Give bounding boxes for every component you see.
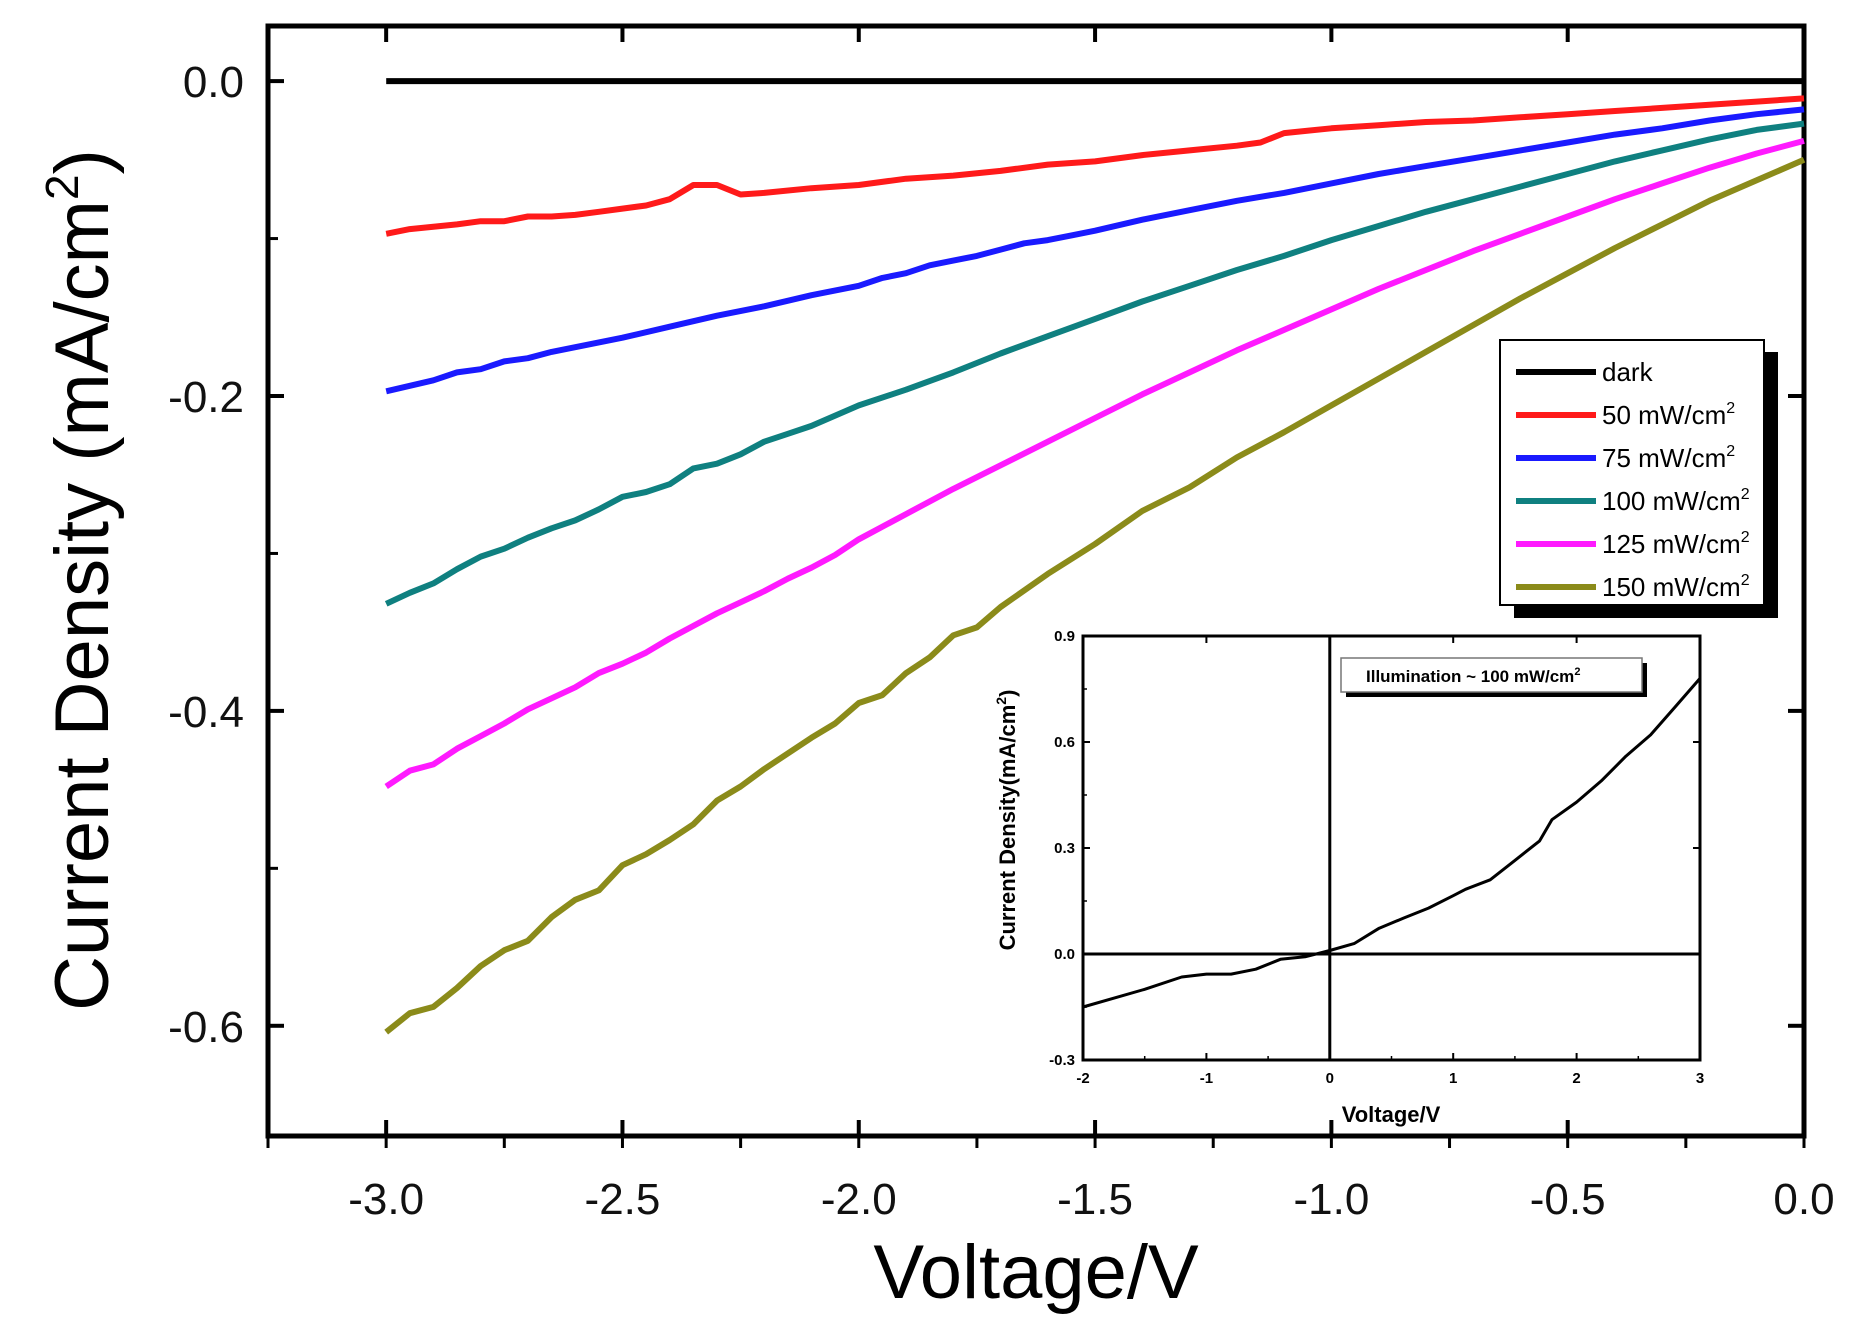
y-tick-label: 0.0 xyxy=(183,58,244,107)
inset-annotation: Illumination ~ 100 mW/cm2 xyxy=(1366,666,1580,686)
main-y-axis-title-close: ) xyxy=(40,149,125,174)
inset-y-tick-label: 0.9 xyxy=(1054,628,1075,645)
series-line-100-mw-cm2 xyxy=(384,120,1805,607)
inset-y-axis-title-sup: 2 xyxy=(993,697,1009,705)
legend-label-125-mw-cm2: 125 mW/cm2 xyxy=(1602,529,1750,559)
legend-label-75-mw-cm2: 75 mW/cm2 xyxy=(1602,443,1735,473)
inset-series-line-100-mw-cm2 xyxy=(1082,677,1702,1009)
legend-box xyxy=(1499,339,1765,606)
x-tick-label: -1.0 xyxy=(1293,1175,1369,1224)
x-tick-label: -2.0 xyxy=(821,1175,897,1224)
inset-x-tick-label: 0 xyxy=(1326,1070,1334,1087)
inset-annotation-box xyxy=(1340,657,1643,693)
inset-y-axis-title-text: Current Density(mA/cm xyxy=(995,705,1020,951)
series-line-50-mw-cm2 xyxy=(385,95,1805,237)
x-tick-label: -2.5 xyxy=(585,1175,661,1224)
svg-text:Current Density(mA/cm2): Current Density(mA/cm2) xyxy=(993,690,1020,951)
x-tick-label: 0.0 xyxy=(1773,1175,1834,1224)
main-x-axis-title: Voltage/V xyxy=(873,1230,1199,1315)
inset-plot-frame xyxy=(1081,634,1702,1062)
legend: dark 50 mW/cm2 75 mW/cm2 100 mW/cm2 125 mW/c… xyxy=(1499,339,1778,618)
main-ticks xyxy=(266,26,1806,1148)
inset-x-tick-label: -2 xyxy=(1076,1070,1089,1087)
inset-y-axis-title-close: ) xyxy=(995,690,1020,697)
inset-x-tick-label: 2 xyxy=(1572,1070,1580,1087)
x-tick-label: -3.0 xyxy=(348,1175,424,1224)
inset-y-axis-title: Current Density(mA/cm2) xyxy=(993,690,1020,951)
inset-x-tick-label: -1 xyxy=(1200,1070,1213,1087)
main-y-axis-title-sup: 2 xyxy=(36,174,88,200)
inset-x-tick-label: 3 xyxy=(1696,1070,1704,1087)
inset-x-tick-label: 1 xyxy=(1449,1070,1457,1087)
y-tick-label: -0.2 xyxy=(168,373,244,422)
series-line-150-mw-cm2 xyxy=(384,157,1806,1035)
svg-text:Current Density (mA/cm2): Current Density (mA/cm2) xyxy=(36,149,125,1011)
inset-chart: -2 -1 0 1 2 3 -0.3 0.0 0.3 0.6 0.9 Illumination ~ … xyxy=(993,628,1704,1127)
inset-annotation-sup: 2 xyxy=(1574,666,1580,678)
main-y-axis-title-text: Current Density (mA/cm xyxy=(40,200,125,1011)
main-series-group xyxy=(384,78,1806,1035)
inset-annotation-text: Illumination ~ 100 mW/cm xyxy=(1366,667,1574,686)
main-y-axis-title: Current Density (mA/cm2) xyxy=(36,149,125,1011)
inset-y-tick-label: 0.3 xyxy=(1054,840,1075,857)
x-tick-label: -1.5 xyxy=(1057,1175,1133,1224)
inset-y-tick-label: 0.6 xyxy=(1054,734,1075,751)
series-line-75-mw-cm2 xyxy=(385,106,1805,395)
legend-label-50-mw-cm2: 50 mW/cm2 xyxy=(1602,400,1735,430)
inset-x-axis-title: Voltage/V xyxy=(1342,1102,1441,1127)
inset-y-tick-label: -0.3 xyxy=(1049,1052,1075,1069)
main-tick-labels: -3.0 -2.5 -2.0 -1.5 -1.0 -0.5 0.0 0.0 -0.2 -0.4 -0… xyxy=(168,58,1834,1224)
inset-y-tick-label: 0.0 xyxy=(1054,946,1075,963)
legend-label-dark: dark xyxy=(1602,357,1654,387)
legend-label-150-mw-cm2: 150 mW/cm2 xyxy=(1602,572,1750,602)
series-line-125-mw-cm2 xyxy=(384,138,1805,789)
y-tick-label: -0.4 xyxy=(168,688,244,737)
inset-tick-labels: -2 -1 0 1 2 3 -0.3 0.0 0.3 0.6 0.9 xyxy=(1049,628,1704,1087)
y-tick-label: -0.6 xyxy=(168,1003,244,1052)
x-tick-label: -0.5 xyxy=(1530,1175,1606,1224)
inset-series-group xyxy=(1082,677,1702,1009)
legend-label-100-mw-cm2: 100 mW/cm2 xyxy=(1602,486,1750,516)
